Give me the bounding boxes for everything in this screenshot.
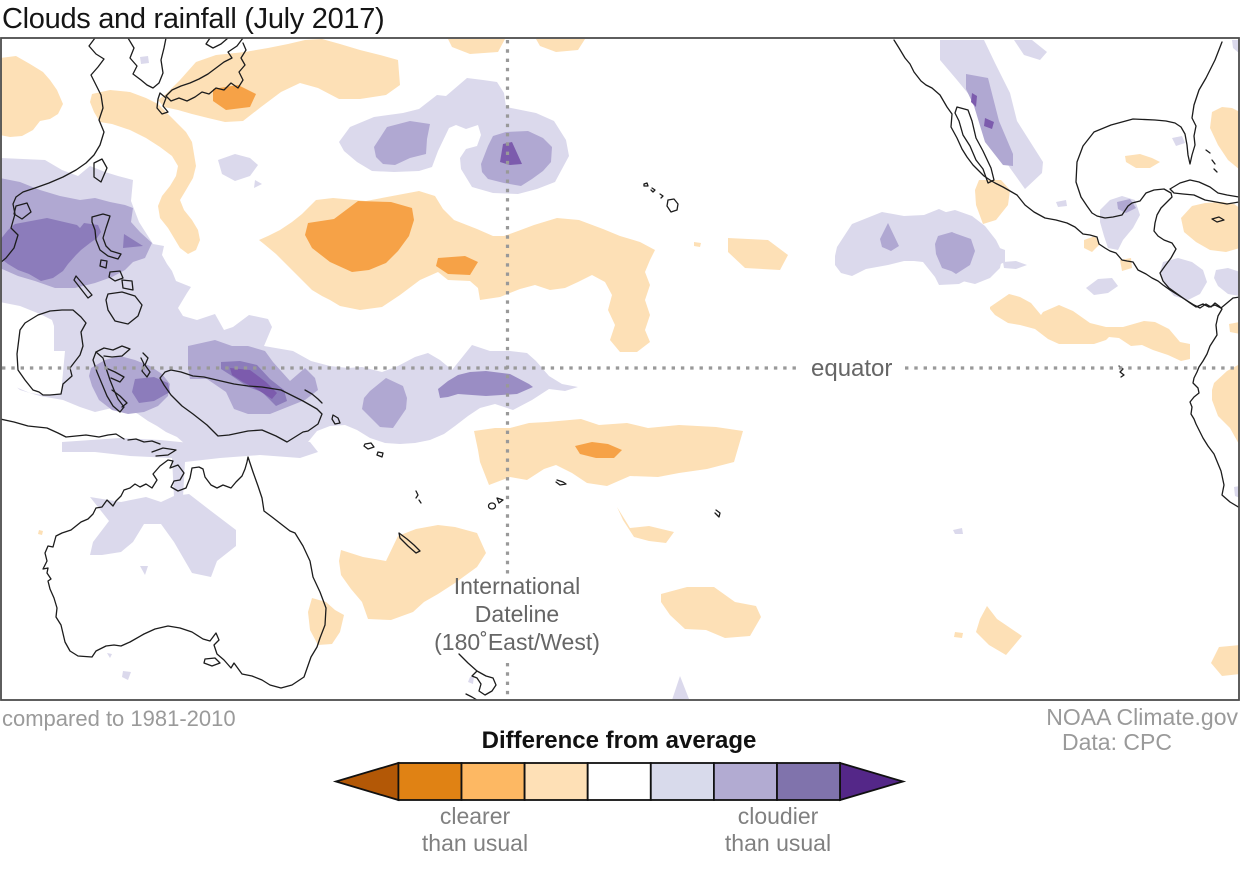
svg-text:Difference from average: Difference from average: [482, 727, 757, 754]
svg-text:than usual: than usual: [725, 830, 831, 856]
svg-text:Clouds and rainfall (July 2017: Clouds and rainfall (July 2017): [2, 3, 384, 35]
svg-text:equator: equator: [811, 355, 892, 382]
svg-text:(180˚East/West): (180˚East/West): [434, 629, 600, 655]
svg-text:clearer: clearer: [440, 803, 511, 829]
svg-text:NOAA Climate.gov: NOAA Climate.gov: [1046, 704, 1238, 730]
svg-text:than usual: than usual: [422, 830, 528, 856]
svg-text:International: International: [454, 573, 581, 599]
svg-text:cloudier: cloudier: [738, 803, 819, 829]
svg-text:compared to 1981-2010: compared to 1981-2010: [2, 706, 236, 731]
svg-text:Dateline: Dateline: [475, 601, 559, 627]
svg-text:Data: CPC: Data: CPC: [1062, 729, 1172, 755]
